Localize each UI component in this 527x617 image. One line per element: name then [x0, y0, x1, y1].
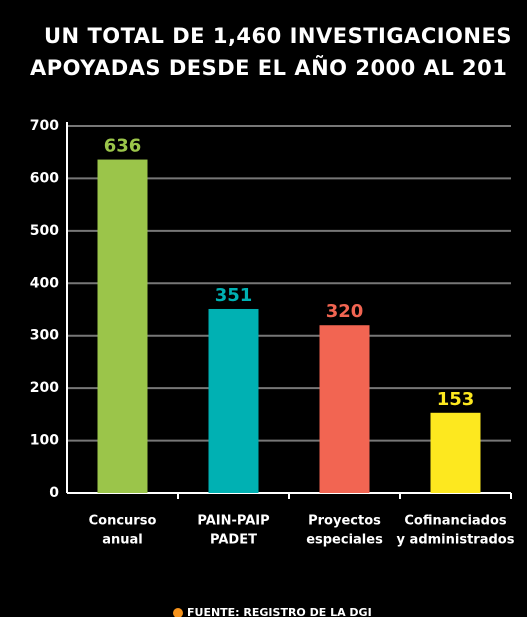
x-tick-label: Concurso: [89, 514, 157, 529]
bar: [430, 412, 481, 493]
bar: [97, 159, 148, 493]
y-tick-label: 300: [30, 328, 59, 344]
x-tick-label: Proyectos: [308, 514, 381, 529]
value-label: 351: [215, 285, 253, 306]
bar: [319, 325, 370, 493]
chart-title: UN TOTAL DE 1,460 INVESTIGACIONES: [44, 24, 512, 48]
x-tick-label: PADET: [210, 533, 257, 548]
chart-title: APOYADAS DESDE EL AÑO 2000 AL 201: [30, 55, 507, 80]
value-label: 636: [104, 136, 142, 157]
y-tick-label: 200: [30, 380, 59, 396]
y-tick-label: 700: [30, 118, 59, 134]
x-tick-label: Cofinanciados: [404, 514, 507, 529]
source-dot: [173, 608, 183, 617]
value-label: 320: [326, 301, 364, 322]
y-tick-label: 400: [30, 275, 59, 291]
y-tick-label: 0: [49, 485, 59, 501]
y-tick-label: 500: [30, 223, 59, 239]
source: FUENTE: REGISTRO DE LA DGI: [187, 606, 372, 617]
value-label: 153: [437, 389, 475, 410]
x-tick-label: PAIN-PAIP: [197, 514, 269, 529]
x-tick-label: anual: [102, 533, 143, 548]
x-tick-label: especiales: [306, 533, 383, 548]
y-tick-label: 100: [30, 433, 59, 449]
y-tick-label: 600: [30, 170, 59, 186]
bar: [208, 308, 259, 493]
x-tick-label: y administrados: [397, 533, 515, 548]
